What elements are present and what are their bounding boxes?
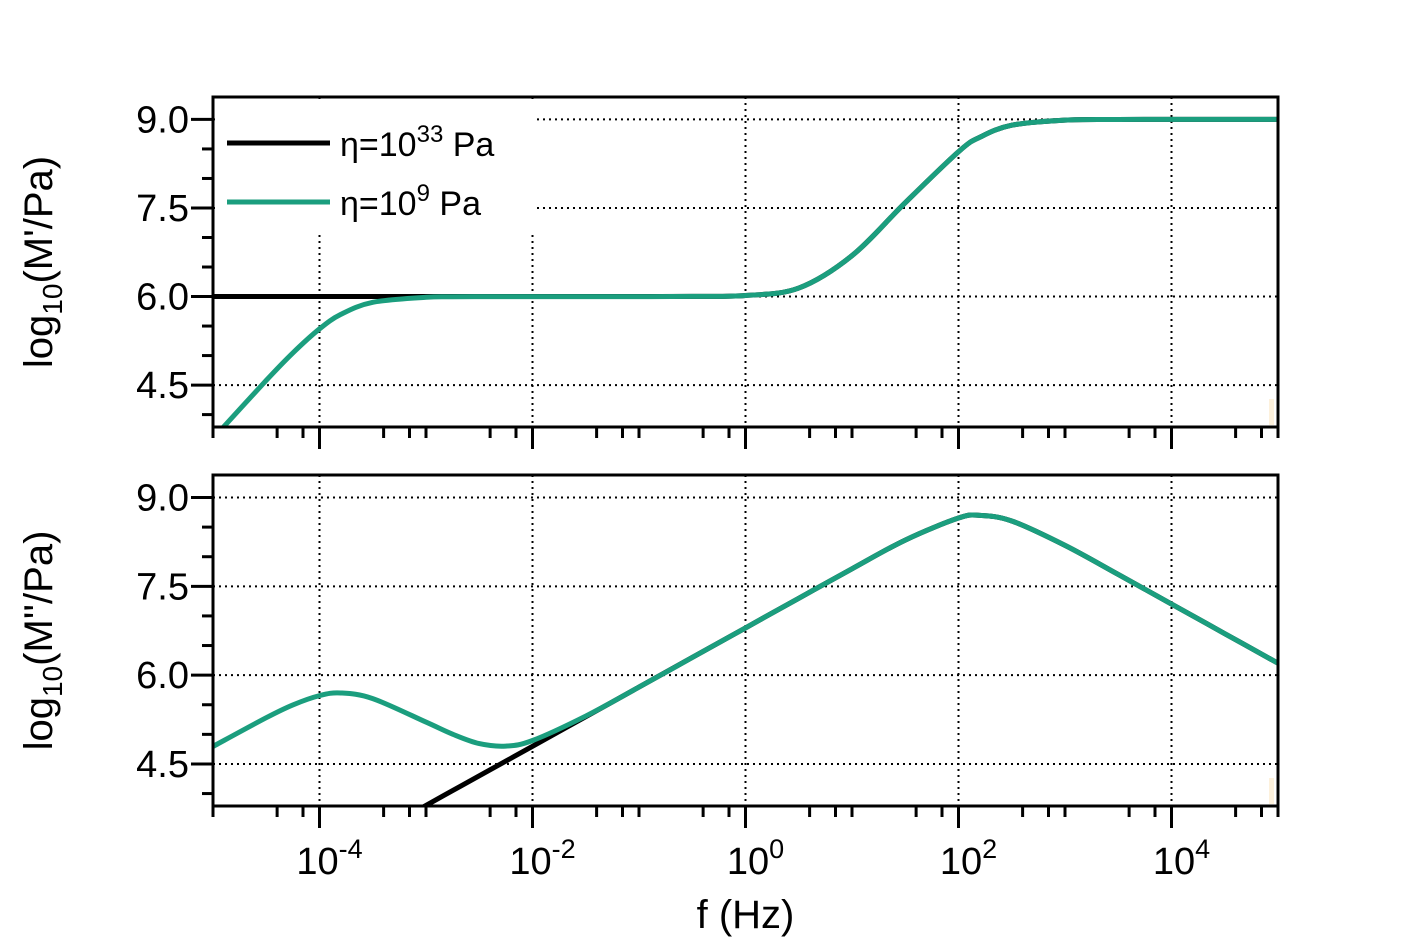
x-tick-base: 10 — [1153, 841, 1195, 883]
panel-storage-modulus: 9.0 7.5 6.0 4.5 log10(M'/Pa) — [17, 95, 1280, 449]
artifact-mark — [1269, 399, 1274, 425]
legend-label-exponent: 33 — [417, 121, 444, 148]
y-label-main: log — [17, 697, 61, 750]
legend-label-suffix: Pa — [430, 185, 481, 223]
y-tick-label: 6.0 — [136, 655, 189, 697]
legend-background — [215, 99, 537, 235]
y-label-main: log — [17, 315, 61, 368]
legend-label: η=109 Pa — [340, 180, 481, 223]
legend-label: η=1033 Pa — [340, 121, 494, 164]
y-axis-label: log10(M'/Pa) — [17, 156, 68, 368]
y-label-sub: 10 — [37, 666, 68, 697]
y-label-sub: 10 — [37, 284, 68, 315]
x-tick-exponent: -4 — [339, 834, 363, 864]
x-tick-label: 10-2 — [509, 834, 575, 883]
x-tick-base: 10 — [940, 841, 982, 883]
y-tick-label: 9.0 — [136, 99, 189, 141]
y-label-rest: (M'/Pa) — [17, 156, 61, 284]
x-tick-label: 104 — [1153, 834, 1210, 883]
y-tick-label: 9.0 — [136, 478, 189, 520]
y-tick-label: 7.5 — [136, 566, 189, 608]
legend-label-prefix: η=10 — [340, 185, 417, 223]
x-tick-exponent: 4 — [1195, 834, 1210, 864]
curves — [213, 512, 1278, 806]
legend-label-prefix: η=10 — [340, 126, 417, 164]
x-tick-base: 10 — [296, 841, 338, 883]
y-label-rest: (M''/Pa) — [17, 531, 61, 666]
y-axis-label: log10(M''/Pa) — [17, 531, 68, 751]
x-tick-label: 10-4 — [296, 834, 362, 883]
x-tick-base: 10 — [727, 841, 769, 883]
x-axis-label: f (Hz) — [697, 893, 795, 937]
y-tick-label: 4.5 — [136, 744, 189, 786]
legend-label-exponent: 9 — [417, 180, 430, 207]
curves — [213, 116, 1278, 427]
x-tick-exponent: 2 — [982, 834, 997, 864]
x-tick-base: 10 — [509, 841, 551, 883]
panel-loss-modulus: 9.0 7.5 6.0 4.5 log10(M''/Pa) — [17, 473, 1280, 828]
artifact-mark — [1269, 778, 1274, 804]
y-tick-label: 7.5 — [136, 188, 189, 230]
x-tick-label: 102 — [940, 834, 997, 883]
y-tick-label: 4.5 — [136, 365, 189, 407]
legend-label-suffix: Pa — [443, 126, 494, 164]
series-line-eta_1e9 — [220, 116, 1278, 427]
y-tick-label: 6.0 — [136, 277, 189, 319]
x-tick-exponent: 0 — [769, 834, 784, 864]
x-tick-exponent: -2 — [552, 834, 576, 864]
legend: η=1033 Paη=109 Pa — [227, 121, 494, 223]
series-line-eta_1e9 — [213, 512, 1278, 749]
x-tick-label: 100 — [727, 834, 784, 883]
